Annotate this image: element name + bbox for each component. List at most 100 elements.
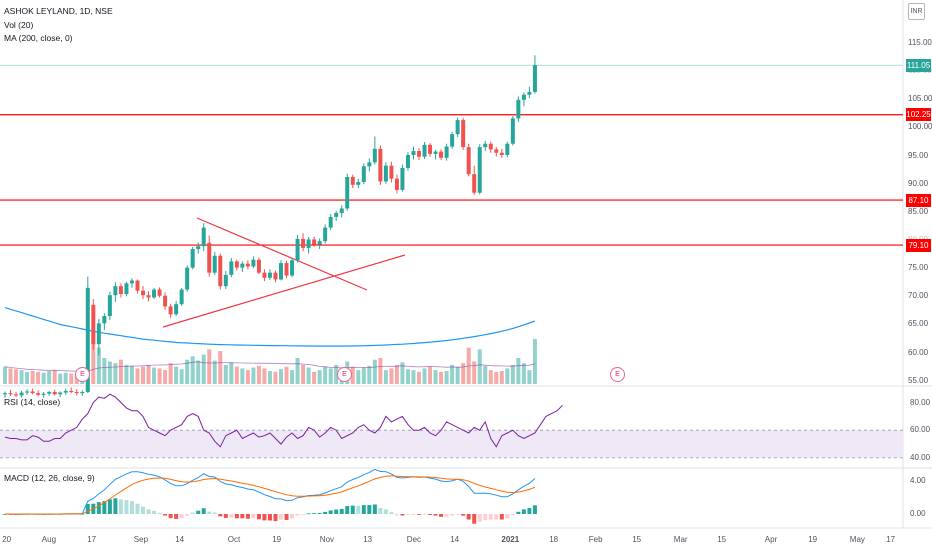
volume-legend[interactable]: Vol (20) (4, 20, 34, 30)
volume-bar (124, 364, 129, 384)
candle-body (207, 242, 212, 273)
macd-histogram-bar (201, 508, 206, 514)
rsi-band-layer (0, 429, 903, 459)
macd-histogram-bar (510, 514, 515, 516)
macd-histogram-bar (129, 501, 134, 514)
macd-histogram-bar (328, 510, 333, 514)
macd-histogram-bar (157, 512, 162, 514)
macd-histogram-bar (461, 514, 466, 516)
volume-bar (212, 360, 217, 384)
volume-bar (312, 371, 317, 384)
macd-title[interactable]: MACD (12, 26, close, 9) (4, 473, 95, 483)
volume-bar (510, 364, 515, 384)
triangle-upper-trendline[interactable] (196, 217, 368, 291)
macd-histogram-bar (367, 505, 372, 514)
price-tick-label: 55.00 (908, 375, 929, 385)
price-tick-label: 75.00 (908, 263, 929, 273)
rsi-title[interactable]: RSI (14, close) (4, 397, 61, 407)
candle-body (174, 304, 179, 315)
macd-histogram-bar (411, 514, 416, 515)
volume-bar (405, 369, 410, 384)
macd-histogram-bar (96, 502, 101, 514)
candle-body (284, 263, 289, 276)
macd-histogram-bar (361, 505, 366, 514)
volume-bar (290, 370, 295, 384)
macd-histogram-bar (212, 512, 217, 514)
volume-bar (301, 364, 306, 384)
macd-histogram-bar (306, 513, 311, 515)
candle-body (146, 295, 151, 298)
volume-bar (41, 372, 46, 384)
volume-bar (196, 360, 201, 384)
time-tick-label: 15 (632, 535, 642, 544)
volume-bar (279, 369, 283, 384)
candle-body (378, 148, 383, 182)
candle-body (389, 165, 394, 179)
macd-histogram-bar (251, 514, 256, 519)
volume-bar (201, 354, 206, 384)
macd-histogram-bar (146, 509, 151, 514)
candle-body (218, 255, 223, 287)
macd-histogram-bar (152, 510, 157, 514)
candle-body (532, 65, 537, 92)
macd-histogram-bar (389, 512, 394, 514)
triangle-drawing[interactable] (162, 217, 406, 328)
macd-tick-label: 4.00 (910, 475, 926, 485)
macd-histogram-bar (417, 514, 421, 515)
candle-body (450, 134, 455, 147)
volume-bar (245, 370, 250, 384)
volume-bar (96, 347, 101, 384)
volume-bar (516, 358, 521, 384)
volume-bar (168, 363, 173, 384)
earnings-event-icon[interactable]: E (75, 367, 90, 382)
candle-body (516, 99, 521, 119)
candle-body (41, 393, 46, 395)
candle-body (96, 323, 101, 345)
volume-bar (455, 366, 460, 384)
candle-body (394, 178, 399, 190)
rsi-tick-label: 60.00 (910, 425, 931, 435)
earnings-event-icon[interactable]: E (610, 367, 625, 382)
volume-bar (505, 368, 510, 384)
volume-bar (102, 358, 107, 384)
candle-body (107, 295, 112, 317)
price-tick-label: 60.00 (908, 347, 929, 357)
volume-bar (295, 358, 300, 384)
volume-bar (378, 358, 383, 384)
candle-body (124, 283, 129, 295)
currency-button[interactable]: INR (908, 3, 925, 20)
candle-body (372, 148, 377, 163)
macd-tick-label: 0.00 (910, 509, 926, 518)
macd-histogram-bar (196, 510, 201, 514)
candle-body (405, 154, 410, 168)
symbol-legend[interactable]: ASHOK LEYLAND, 1D, NSE (4, 6, 113, 16)
candle-body (521, 94, 526, 100)
volume-bar (107, 361, 112, 384)
price-tag: 87.10 (906, 193, 931, 207)
macd-histogram-bar (256, 514, 261, 520)
candle-body (472, 174, 477, 193)
macd-histogram-bar (505, 514, 510, 519)
earnings-event-icon[interactable]: E (337, 367, 352, 382)
candle-body (63, 390, 68, 393)
candle-body (279, 263, 283, 280)
candle-body (190, 249, 195, 268)
price-tick-label: 70.00 (908, 291, 929, 301)
time-tick-label: Feb (588, 535, 603, 544)
macd-histogram-bar (174, 514, 179, 519)
macd-histogram-bar (466, 514, 471, 520)
candle-body (163, 295, 168, 307)
macd-histogram-bar (218, 514, 223, 517)
ma-legend[interactable]: MA (200, close, 0) (4, 33, 73, 43)
macd-histogram-bar (163, 514, 168, 516)
volume-bar (328, 368, 333, 384)
volume-bar (174, 366, 179, 384)
volume-bar (411, 370, 416, 384)
level-lines[interactable] (0, 64, 903, 246)
macd-histogram-bar (455, 513, 460, 515)
volume-bar (400, 362, 405, 384)
volume-bar (157, 368, 162, 384)
triangle-lower-trendline[interactable] (162, 254, 406, 328)
candle-body (301, 238, 306, 248)
